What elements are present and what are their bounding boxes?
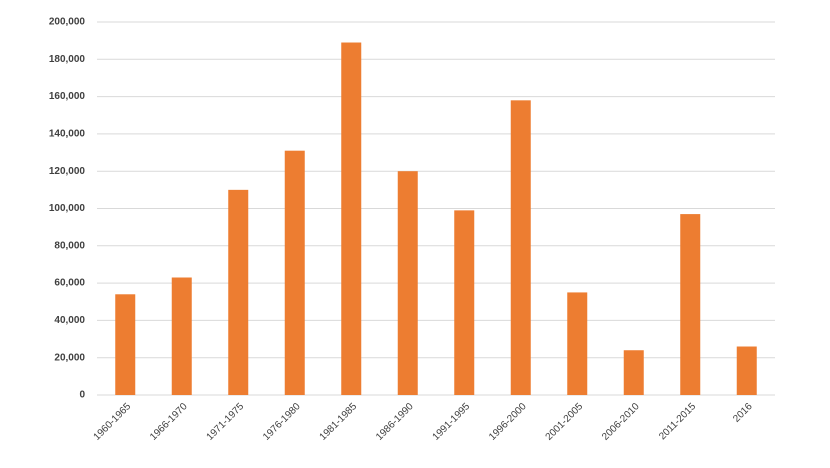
bar (454, 210, 475, 395)
bar (228, 189, 249, 395)
bar (115, 294, 136, 395)
x-tick-label: 1981-1985 (318, 401, 360, 443)
x-tick-label: 1976-1980 (261, 401, 303, 443)
bar (397, 171, 418, 395)
bar (623, 350, 644, 395)
y-tick-label: 140,000 (49, 129, 86, 140)
x-tick-label: 1971-1975 (205, 401, 247, 443)
y-tick-label: 160,000 (49, 91, 86, 102)
bar (736, 346, 757, 395)
bar (680, 214, 701, 395)
x-tick-label: 1996-2000 (487, 401, 529, 443)
bar (510, 100, 531, 395)
x-tick-label: 2011-2015 (657, 401, 698, 442)
x-tick-label: 1991-1995 (431, 401, 473, 443)
bar (284, 150, 305, 395)
y-tick-label: 80,000 (54, 240, 85, 251)
bar (567, 292, 588, 395)
x-tick-label: 1960-1965 (92, 401, 134, 443)
bar (341, 42, 362, 395)
x-tick-label: 1966-1970 (148, 401, 190, 443)
x-tick-label: 1986-1990 (374, 401, 416, 443)
y-tick-label: 200,000 (49, 17, 86, 28)
x-tick-label: 2016 (731, 401, 755, 425)
y-tick-label: 60,000 (54, 278, 85, 289)
x-tick-label: 2001-2005 (544, 401, 586, 443)
y-tick-label: 20,000 (54, 352, 85, 363)
y-tick-label: 120,000 (49, 166, 86, 177)
y-tick-label: 100,000 (49, 203, 86, 214)
y-tick-label: 180,000 (49, 54, 86, 65)
x-tick-label: 2006-2010 (600, 401, 642, 443)
bar (171, 277, 192, 395)
y-tick-label: 40,000 (54, 315, 85, 326)
y-tick-label: 0 (79, 390, 85, 401)
